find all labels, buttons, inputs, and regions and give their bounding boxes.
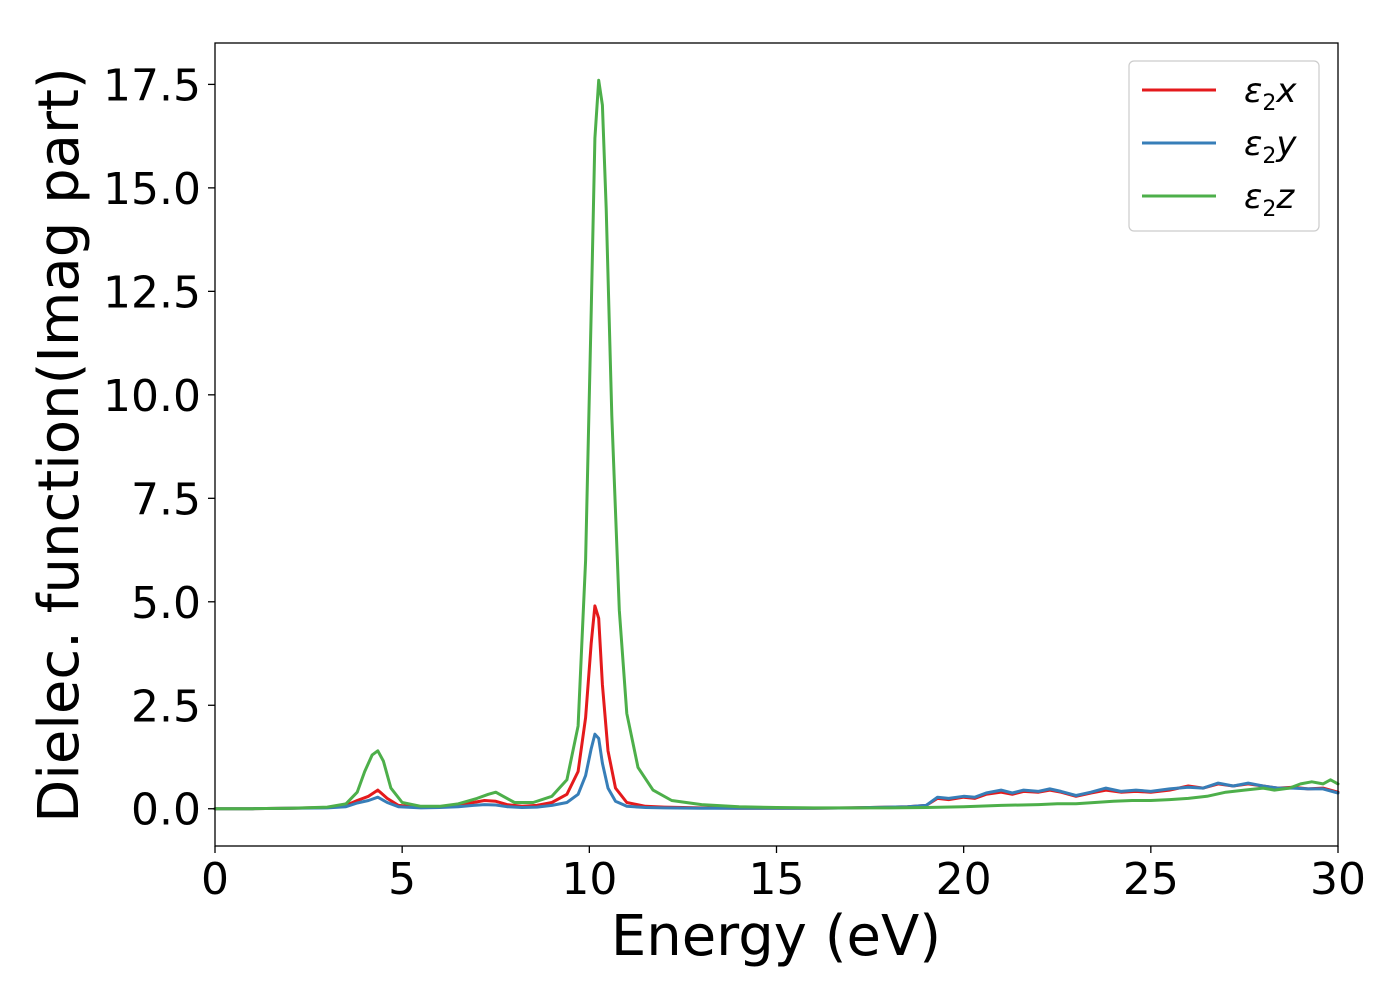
legend-label-x: ε2x xyxy=(1244,71,1297,116)
y-axis: 0.0 2.5 5.0 7.5 10.0 12.5 15.0 17.5 xyxy=(103,60,215,836)
x-tick-label: 0 xyxy=(201,854,229,905)
legend-box xyxy=(1128,60,1320,232)
legend-label-y: ε2y xyxy=(1244,124,1297,169)
y-tick-label: 0.0 xyxy=(131,785,201,836)
y-tick-label: 12.5 xyxy=(103,267,201,318)
x-tick-label: 25 xyxy=(1123,854,1179,905)
y-tick-label: 17.5 xyxy=(103,60,201,111)
legend-label-z: ε2z xyxy=(1244,177,1295,222)
series-layer xyxy=(213,78,1340,811)
series-line-x xyxy=(213,604,1340,811)
series-line-y xyxy=(213,732,1340,811)
y-tick-label: 10.0 xyxy=(103,371,201,422)
x-tick-label: 15 xyxy=(749,854,805,905)
y-tick-label: 15.0 xyxy=(103,164,201,215)
x-axis-title: Energy (eV) xyxy=(611,904,941,969)
x-tick-label: 30 xyxy=(1310,854,1366,905)
y-tick-label: 7.5 xyxy=(131,474,201,525)
y-tick-label: 5.0 xyxy=(131,578,201,629)
legend: ε2x ε2y ε2z xyxy=(1128,60,1320,232)
x-axis: 0 5 10 15 20 25 30 xyxy=(201,846,1366,905)
x-tick-label: 5 xyxy=(388,854,416,905)
y-tick-label: 2.5 xyxy=(131,681,201,732)
x-tick-label: 20 xyxy=(936,854,992,905)
y-axis-title: Dielec. function(Imag part) xyxy=(27,67,92,823)
series-line-z xyxy=(213,78,1340,811)
x-tick-label: 10 xyxy=(561,854,617,905)
